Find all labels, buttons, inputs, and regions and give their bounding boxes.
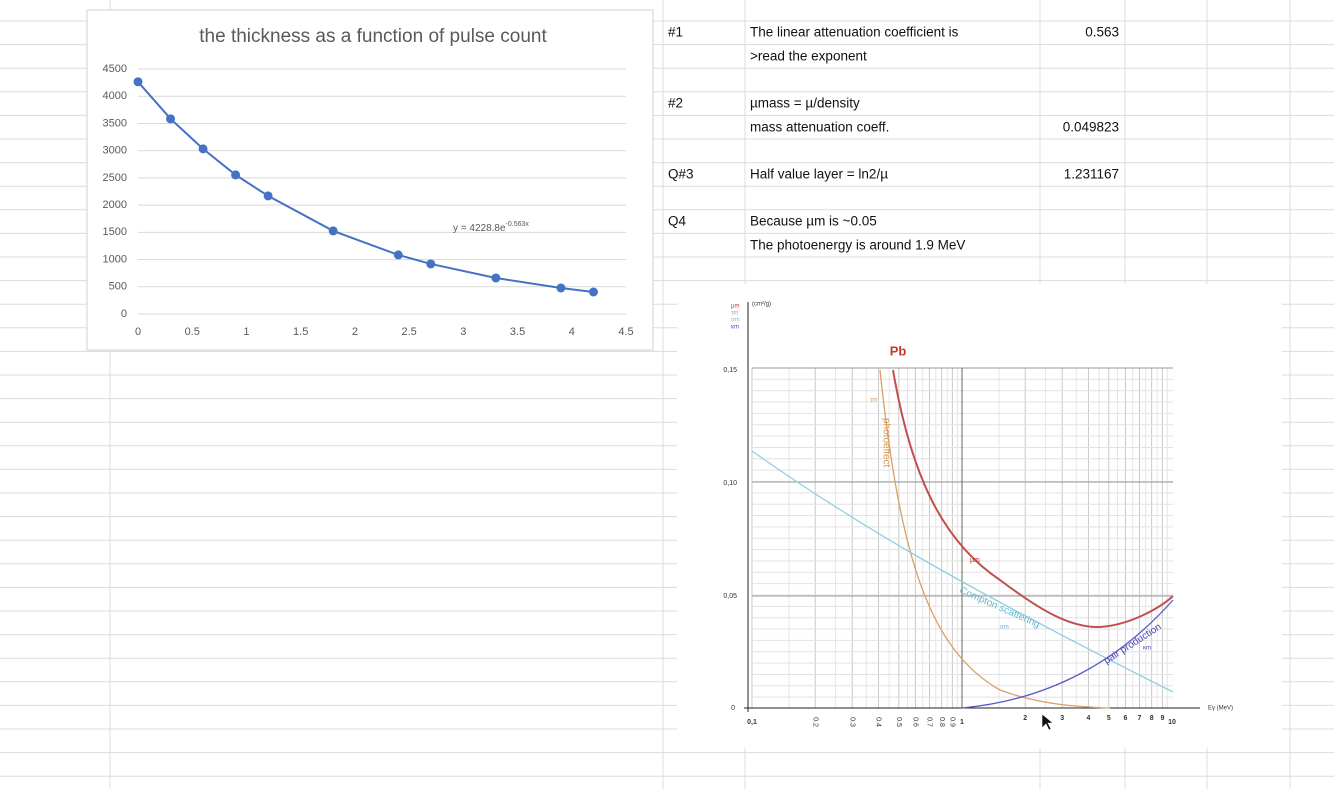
- x-tick-label: 4: [569, 326, 575, 338]
- y-tick-label: 4000: [103, 90, 127, 102]
- y-tick-label: 3000: [103, 145, 127, 157]
- figure-tick: 0.2: [811, 717, 818, 727]
- x-tick-label: 2: [352, 326, 358, 338]
- x-tick-label: 0.5: [185, 326, 200, 338]
- point: [426, 259, 436, 269]
- figure-unit: (cm²/g): [752, 302, 771, 308]
- figure-tick: 5: [1107, 715, 1111, 722]
- trendline-exponent: -0.563x: [506, 221, 530, 228]
- figure-tick: 2: [1023, 715, 1027, 722]
- point: [491, 273, 501, 283]
- figure-tick: 0.5: [895, 717, 902, 727]
- cell[interactable]: µmass = µ/density: [750, 96, 860, 111]
- y-tick-label: 1000: [103, 253, 127, 265]
- point: [133, 77, 143, 87]
- cell[interactable]: Half value layer = ln2/µ: [750, 167, 888, 182]
- chart: 0 500 1000 1500 2000 2500 3000 3500 4000 4500 0 0.5…: [103, 63, 634, 338]
- curve-symbol: κm: [1143, 646, 1151, 652]
- cell[interactable]: >read the exponent: [750, 49, 867, 64]
- x-tick-label: 1.5: [293, 326, 308, 338]
- mu-curve: [892, 369, 1174, 629]
- figure-tick: 3: [1060, 715, 1064, 722]
- compton-curve: [751, 450, 1174, 693]
- figure-tick: 0.3: [848, 717, 855, 727]
- figure-x-ticks: 0,1 0.2 0.3 0.4 0.5 0.6 0.7 0.8 0.9 1 2 3 4 5 6 7 8 9 10: [747, 715, 1176, 727]
- cell[interactable]: The photoenergy is around 1.9 MeV: [750, 238, 965, 253]
- figure-tick: 9: [1160, 715, 1164, 722]
- figure-symbol: µm: [731, 304, 739, 310]
- y-tick-label: 2000: [103, 199, 127, 211]
- figure-tick: 0.8: [938, 717, 945, 727]
- cell[interactable]: 1.231167: [1064, 167, 1119, 182]
- y-tick-label: 500: [109, 281, 127, 293]
- figure-tick: 0: [731, 705, 735, 712]
- point: [166, 114, 176, 124]
- figure-tick: 0.6: [912, 717, 919, 727]
- figure-tick: 0,05: [723, 593, 737, 600]
- figure-tick: 0,15: [723, 367, 737, 374]
- cell[interactable]: mass attenuation coeff.: [750, 120, 889, 135]
- y-tick-label: 2500: [103, 172, 127, 184]
- figure-tick: 4: [1086, 715, 1090, 722]
- figure-tick: 1: [960, 719, 964, 726]
- x-tick-label: 3: [460, 326, 466, 338]
- y-tick-label: 0: [121, 308, 127, 320]
- y-tick-label: 4500: [103, 63, 127, 75]
- pair-curve: [961, 599, 1174, 709]
- figure-tick: 7: [1138, 715, 1142, 722]
- figure-tick: 0.4: [875, 717, 882, 727]
- trendline-equation: y = 4228.8e: [453, 223, 506, 234]
- y-tick-label: 3500: [103, 117, 127, 129]
- point: [231, 170, 241, 180]
- cell[interactable]: #2: [668, 96, 683, 111]
- x-tick-label: 2.5: [401, 326, 416, 338]
- cell[interactable]: #1: [668, 25, 683, 40]
- figure-grid: [751, 367, 1173, 708]
- figure-symbol: σm: [731, 318, 740, 324]
- figure-tick: 0,1: [747, 719, 757, 726]
- figure-symbol: τm: [731, 311, 738, 317]
- figure-tick: 10: [1168, 719, 1176, 726]
- cell[interactable]: The linear attenuation coefficient is: [750, 25, 959, 40]
- figure-x-label: Eγ (MeV): [1208, 706, 1233, 712]
- figure-tick: 6: [1123, 715, 1127, 722]
- point: [556, 283, 566, 293]
- figure-tick: 0.7: [926, 717, 933, 727]
- cell[interactable]: 0.049823: [1063, 120, 1119, 135]
- cell[interactable]: Because µm is ~0.05: [750, 214, 877, 229]
- x-tick-label: 1: [243, 326, 249, 338]
- x-tick-label: 4.5: [618, 326, 633, 338]
- x-tick-label: 0: [135, 326, 141, 338]
- chart-title: the thickness as a function of pulse cou…: [199, 26, 547, 47]
- figure-title: Pb: [890, 343, 907, 358]
- figure-tick: 0,10: [723, 480, 737, 487]
- trendline-label: y = 4228.8e-0.563x: [453, 221, 529, 234]
- curve-symbol: σm: [1000, 625, 1009, 631]
- figure-tick: 8: [1150, 715, 1154, 722]
- photo-curve: [879, 369, 1111, 709]
- cell[interactable]: Q#3: [668, 167, 694, 182]
- curve-label: photoeffect: [880, 418, 891, 468]
- figure-tick: 0.9: [949, 717, 956, 727]
- mouse-cursor: [1041, 713, 1054, 731]
- cell[interactable]: Q4: [668, 214, 687, 229]
- figure-symbol: κm: [731, 325, 739, 331]
- point: [328, 226, 338, 236]
- y-tick-label: 1500: [103, 226, 127, 238]
- point: [198, 144, 208, 154]
- point: [263, 191, 273, 201]
- curve-symbol: µm: [970, 557, 980, 564]
- x-tick-label: 3.5: [510, 326, 525, 338]
- chart-area[interactable]: [86, 9, 654, 351]
- curve-symbol: τm: [870, 398, 877, 404]
- cell[interactable]: 0.563: [1085, 25, 1119, 40]
- point: [393, 250, 403, 260]
- point: [588, 287, 598, 297]
